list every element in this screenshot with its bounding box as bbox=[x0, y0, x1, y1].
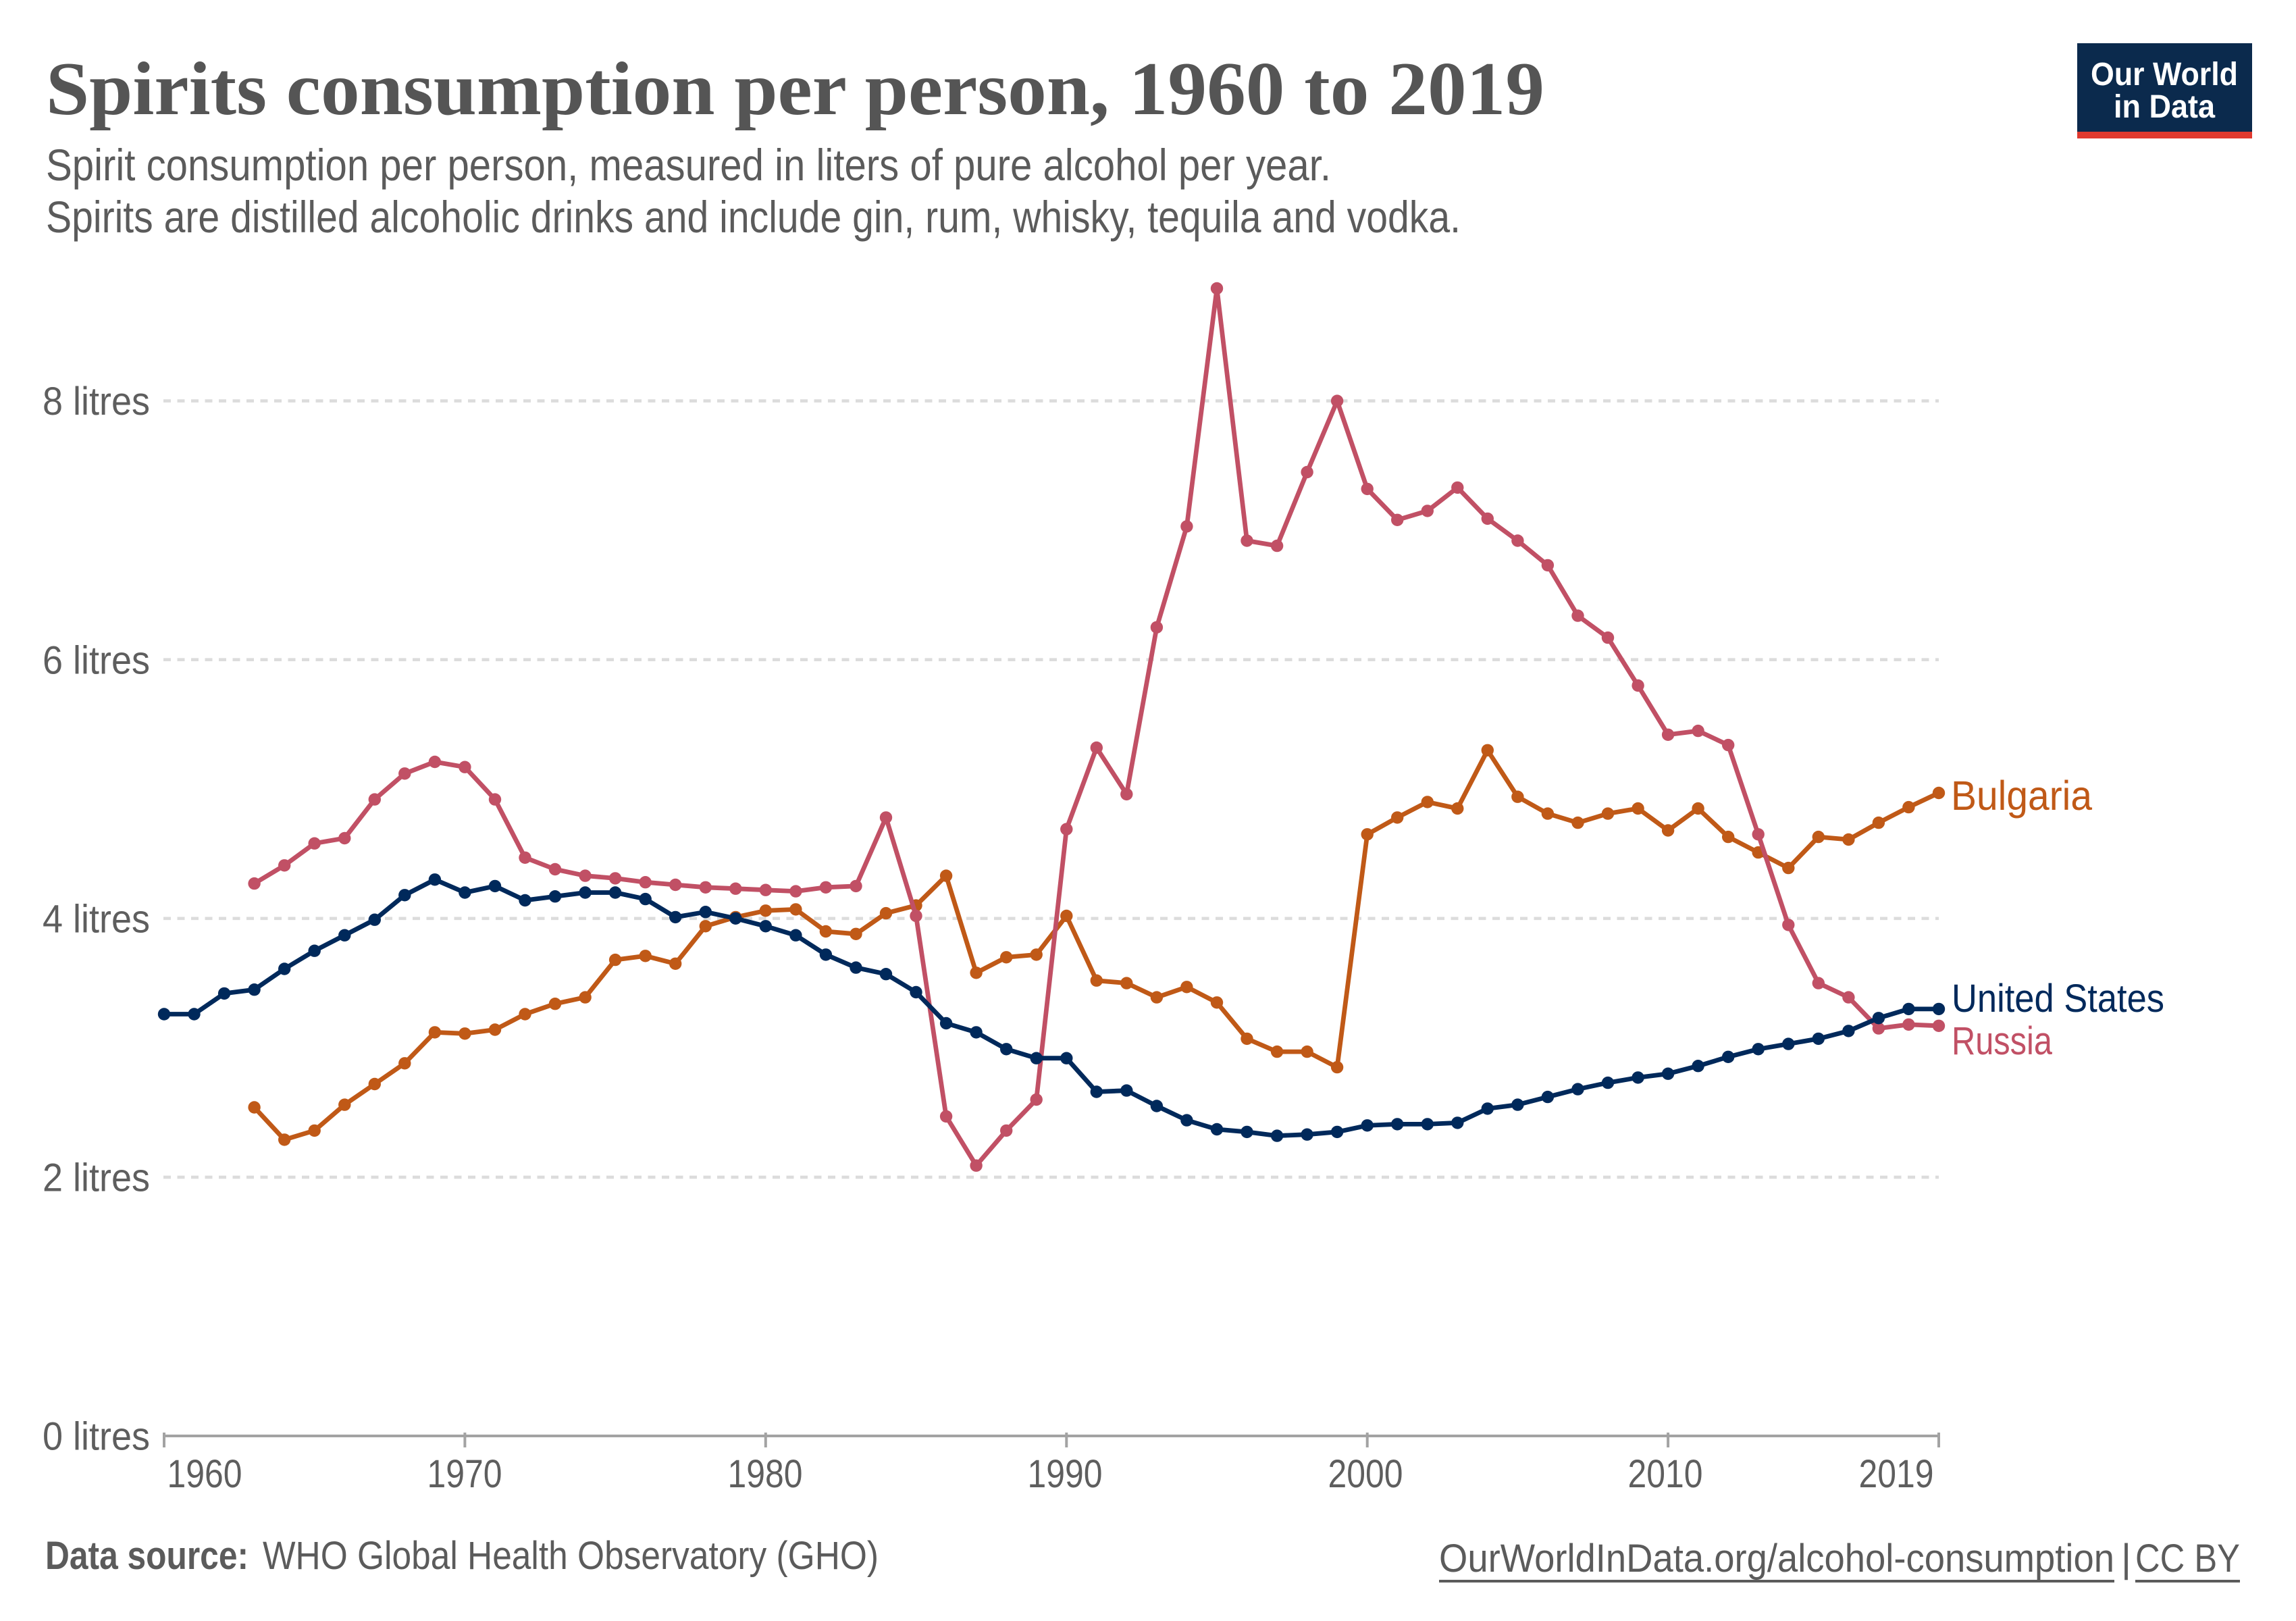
svg-text:Bulgaria: Bulgaria bbox=[1951, 773, 2092, 819]
svg-text:Spirits consumption per person: Spirits consumption per person, 1960 to … bbox=[46, 47, 1544, 131]
svg-text:Our World: Our World bbox=[2091, 57, 2238, 93]
svg-text:WHO Global Health Observatory: WHO Global Health Observatory (GHO) bbox=[263, 1534, 879, 1578]
svg-text:2 litres: 2 litres bbox=[43, 1156, 150, 1200]
svg-text:2019: 2019 bbox=[1859, 1452, 1934, 1496]
svg-text:0 litres: 0 litres bbox=[43, 1415, 150, 1459]
svg-text:in Data: in Data bbox=[2114, 89, 2215, 125]
svg-text:1980: 1980 bbox=[728, 1452, 803, 1496]
svg-text:CC BY: CC BY bbox=[2135, 1537, 2240, 1580]
svg-text:6 litres: 6 litres bbox=[43, 638, 150, 682]
svg-text:2010: 2010 bbox=[1628, 1452, 1703, 1496]
svg-text:8 litres: 8 litres bbox=[43, 380, 150, 423]
svg-text:OurWorldInData.org/alcohol-con: OurWorldInData.org/alcohol-consumption bbox=[1439, 1537, 2114, 1580]
svg-text:United States: United States bbox=[1952, 977, 2164, 1021]
svg-text:1970: 1970 bbox=[427, 1452, 502, 1496]
svg-text:Russia: Russia bbox=[1952, 1019, 2053, 1063]
svg-text:Spirits are distilled alcoholi: Spirits are distilled alcoholic drinks a… bbox=[46, 192, 1461, 242]
svg-text:Spirit consumption per person,: Spirit consumption per person, measured … bbox=[46, 140, 1331, 190]
svg-text:1960: 1960 bbox=[167, 1452, 242, 1496]
svg-text:1990: 1990 bbox=[1028, 1452, 1103, 1496]
svg-text:|: | bbox=[2121, 1537, 2131, 1580]
svg-text:2000: 2000 bbox=[1328, 1452, 1403, 1496]
svg-text:4 litres: 4 litres bbox=[43, 897, 150, 941]
svg-text:Data source:: Data source: bbox=[45, 1534, 249, 1578]
